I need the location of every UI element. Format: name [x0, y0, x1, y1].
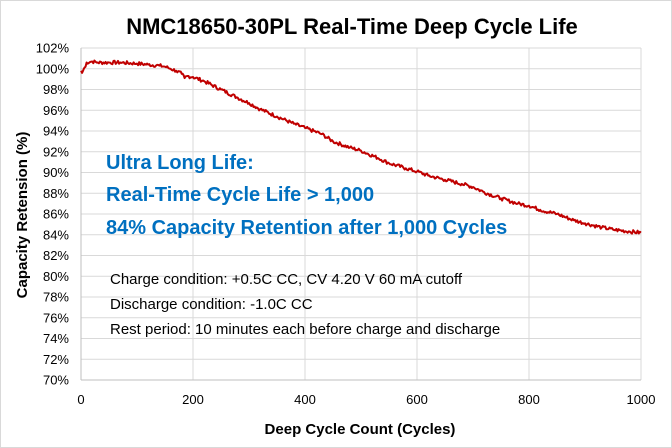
y-tick-label: 94%: [43, 124, 69, 139]
y-tick-label: 96%: [43, 103, 69, 118]
condition-discharge: Discharge condition: -1.0C CC: [110, 296, 313, 313]
x-tick-label: 1000: [627, 392, 656, 407]
chart-title: NMC18650-30PL Real-Time Deep Cycle Life: [126, 14, 578, 39]
x-tick-label: 200: [182, 392, 204, 407]
y-tick-label: 102%: [36, 41, 70, 56]
y-tick-label: 82%: [43, 248, 69, 263]
x-tick-label: 400: [294, 392, 316, 407]
headline-line-2: Real-Time Cycle Life > 1,000: [106, 184, 374, 206]
y-tick-label: 80%: [43, 269, 69, 284]
headline-line-1: Ultra Long Life:: [106, 152, 254, 174]
y-tick-label: 90%: [43, 165, 69, 180]
y-tick-label: 86%: [43, 207, 69, 222]
condition-rest: Rest period: 10 minutes each before char…: [110, 321, 500, 338]
condition-charge: Charge condition: +0.5C CC, CV 4.20 V 60…: [110, 271, 463, 288]
x-tick-label: 800: [518, 392, 540, 407]
y-tick-label: 74%: [43, 331, 69, 346]
capacity-retention-line: [80, 59, 642, 235]
x-tick-label: 0: [77, 392, 84, 407]
x-axis-title: Deep Cycle Count (Cycles): [265, 421, 456, 438]
conditions-annotation: Charge condition: +0.5C CC, CV 4.20 V 60…: [110, 271, 500, 338]
axes: [80, 48, 641, 381]
y-tick-label: 70%: [43, 373, 69, 388]
y-axis-title: Capacity Retension (%): [14, 132, 31, 299]
y-tick-label: 76%: [43, 310, 69, 325]
y-tick-label: 98%: [43, 82, 69, 97]
x-tick-labels: 0 200 400 600 800 1000: [77, 392, 655, 407]
series-layer: [80, 59, 642, 235]
y-tick-label: 84%: [43, 227, 69, 242]
x-tick-label: 600: [406, 392, 428, 407]
y-tick-label: 92%: [43, 144, 69, 159]
y-tick-label: 100%: [36, 61, 70, 76]
y-tick-label: 72%: [43, 352, 69, 367]
y-tick-label: 88%: [43, 186, 69, 201]
y-tick-label: 78%: [43, 290, 69, 305]
headline-annotation: Ultra Long Life: Real-Time Cycle Life > …: [106, 152, 507, 239]
headline-line-3: 84% Capacity Retention after 1,000 Cycle…: [106, 217, 507, 239]
y-tick-labels: 70% 72% 74% 76% 78% 80% 82% 84% 86% 88% 90% 92% 94% 9…: [36, 41, 70, 388]
